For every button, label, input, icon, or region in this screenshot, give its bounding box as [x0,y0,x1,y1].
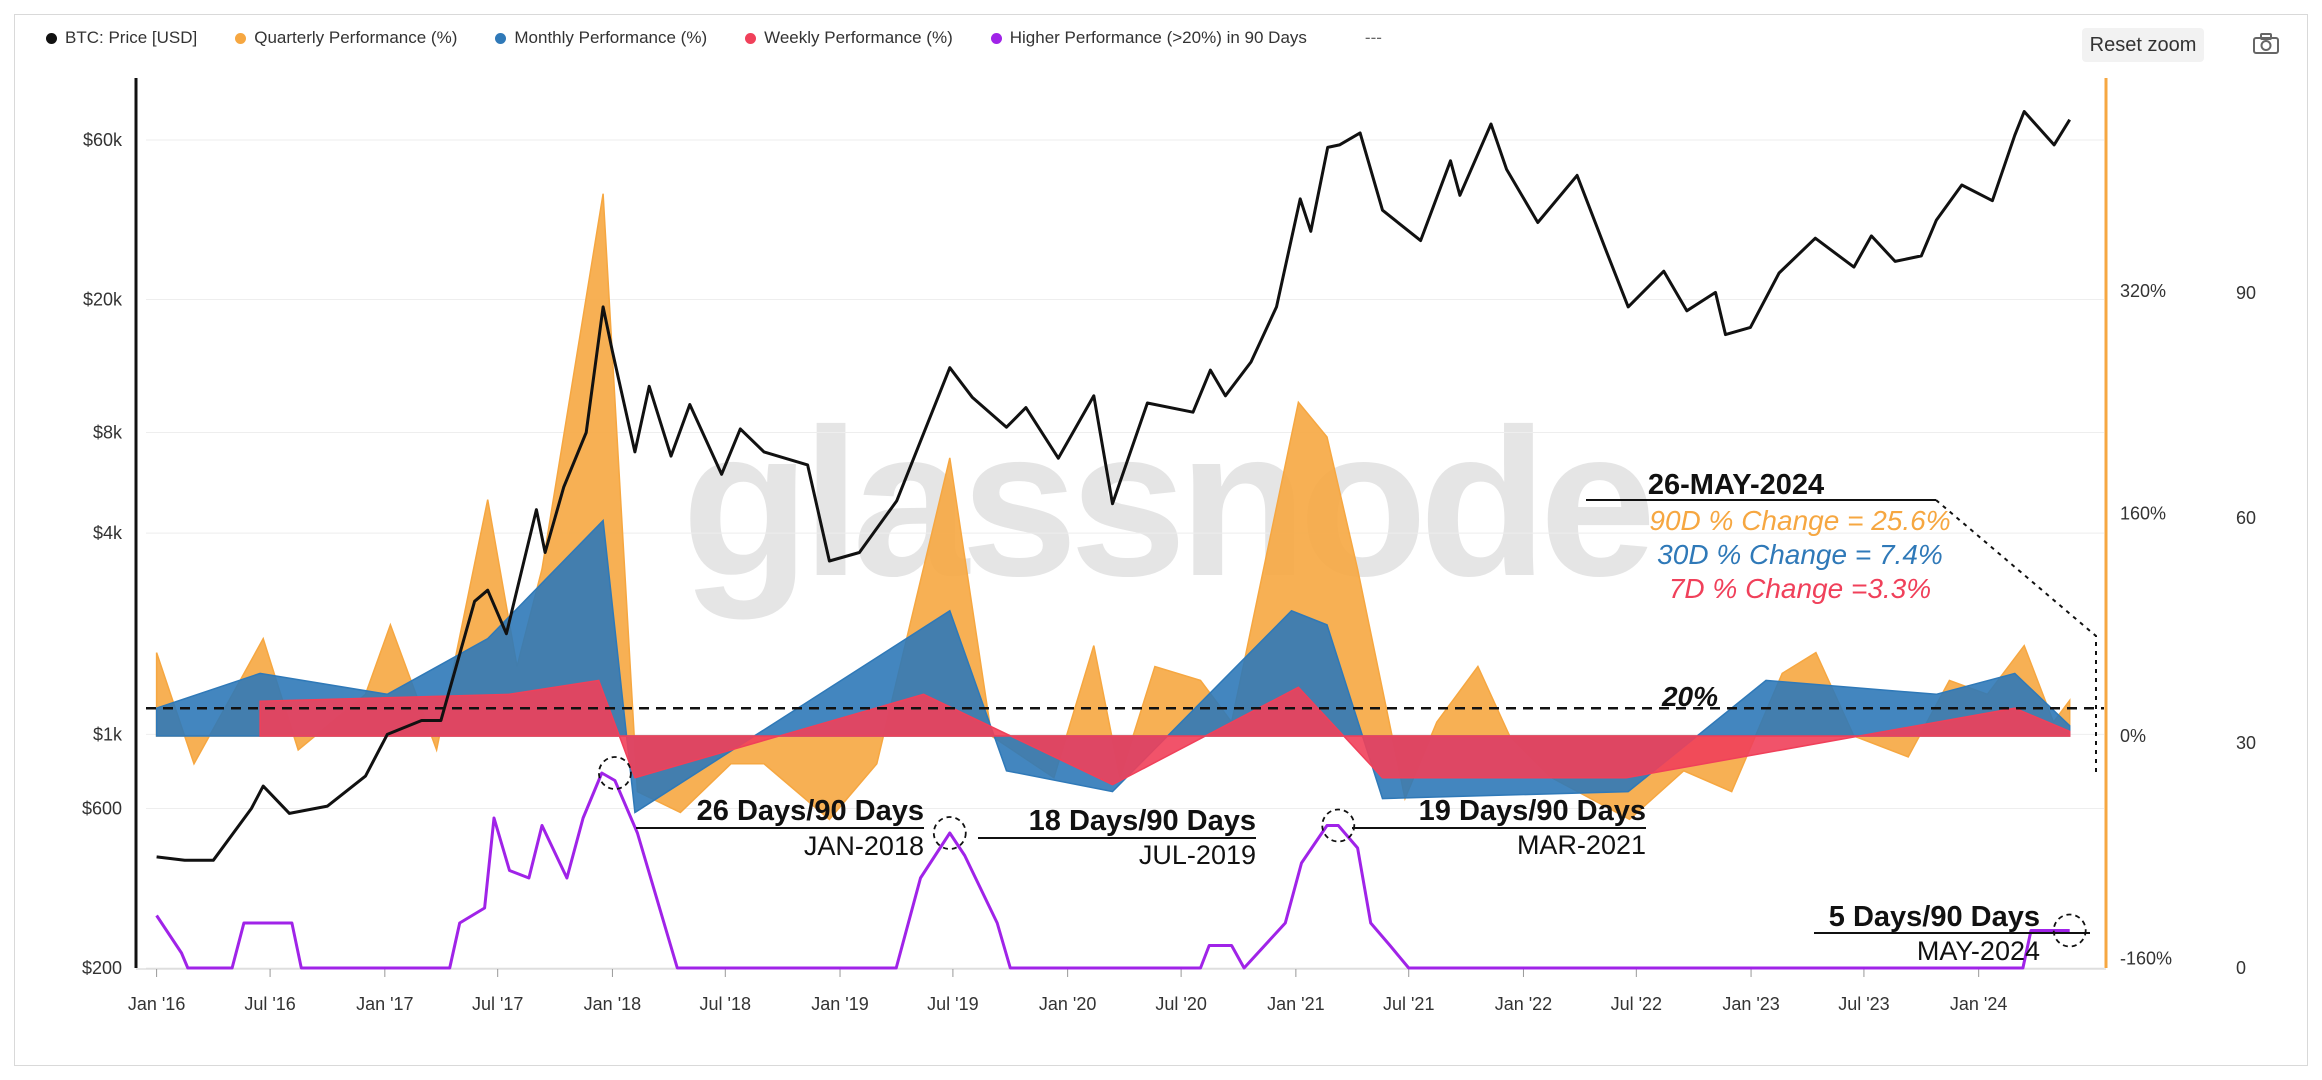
callout-subtitle: JAN-2018 [804,831,924,861]
price-axis-tick-label: $8k [93,422,123,442]
x-axis-tick-label: Jan '19 [811,994,868,1014]
x-axis-tick-label: Jan '17 [356,994,413,1014]
callout-title: 5 Days/90 Days [1829,901,2040,933]
chart-legend: BTC: Price [USD] Quarterly Performance (… [46,26,1382,50]
legend-label-price: BTC: Price [USD] [65,28,198,47]
x-axis-tick-label: Jan '21 [1267,994,1324,1014]
price-axis-tick-label: $600 [82,799,122,819]
pct-axis-tick-label: 0% [2120,726,2146,746]
x-axis-tick-label: Jul '21 [1383,994,1434,1014]
legend-dot-higher-performance [990,32,1002,44]
info-box-line: 7D % Change =3.3% [1669,573,1931,604]
callout-subtitle: JUL-2019 [1139,840,1256,870]
x-axis-tick-label: Jan '20 [1039,994,1096,1014]
legend-label-quarterly: Quarterly Performance (%) [254,28,458,47]
price-axis-tick-label: $60k [83,130,123,150]
info-box-line: 30D % Change = 7.4% [1657,539,1943,570]
legend-item-weekly[interactable]: Weekly Performance (%) [745,28,953,48]
info-box-date: 26-MAY-2024 [1648,469,1824,501]
callout-marker [2052,913,2087,948]
x-axis-tick-label: Jan '18 [584,994,641,1014]
legend-item-higher-performance[interactable]: Higher Performance (>20%) in 90 Days [990,28,1307,48]
series-line-price [156,110,2071,862]
callout-title: 18 Days/90 Days [1029,805,1256,837]
pct-axis-tick-label: 160% [2120,504,2166,524]
callout-subtitle: MAR-2021 [1517,830,1646,860]
legend-dot-price [46,32,57,44]
x-axis-tick-label: Jul '16 [244,994,295,1014]
callout-subtitle: MAY-2024 [1917,936,2040,966]
x-axis-tick-label: Jan '22 [1495,994,1552,1014]
legend-more-label: --- [1364,28,1382,47]
price-axis-tick-label: $20k [83,289,123,309]
camera-icon[interactable] [2252,32,2280,56]
x-axis-tick-label: Jan '16 [128,994,185,1014]
info-box-line: 90D % Change = 25.6% [1649,505,1950,536]
legend-label-higher-performance: Higher Performance (>20%) in 90 Days [1009,28,1307,47]
price-axis-tick-label: $1k [93,724,123,744]
callout-marker [1321,808,1356,843]
callout-title: 19 Days/90 Days [1419,795,1646,827]
chart-frame [14,14,2308,1066]
x-axis-tick-label: Jan '23 [1722,994,1779,1014]
callout-title: 26 Days/90 Days [697,795,924,827]
pct-axis-tick-label: 320% [2120,281,2166,301]
days-axis-tick-label: 0 [2236,958,2246,978]
callout-marker [932,816,967,850]
legend-dot-weekly [745,32,757,44]
series-area-quarterly [155,193,2071,821]
threshold-label: 20% [1661,681,1718,712]
legend-more[interactable]: --- [1345,28,1382,48]
watermark-logo: glassnode [682,385,1650,620]
legend-item-quarterly[interactable]: Quarterly Performance (%) [235,28,457,48]
legend-label-weekly: Weekly Performance (%) [764,28,953,47]
legend-dot-quarterly [235,32,247,44]
x-axis-tick-label: Jul '22 [1611,994,1662,1014]
x-axis-tick-label: Jul '20 [1155,994,1206,1014]
x-axis-tick-label: Jul '19 [927,994,978,1014]
x-axis-tick-label: Jul '17 [472,994,523,1014]
price-axis-tick-label: $4k [93,523,123,543]
reset-zoom-button[interactable]: Reset zoom [2082,28,2204,62]
info-box-leader [1935,499,2097,776]
legend-label-monthly: Monthly Performance (%) [514,28,708,47]
x-axis-tick-label: Jan '24 [1950,994,2007,1014]
legend-item-price[interactable]: BTC: Price [USD] [46,28,197,48]
callout-marker [598,756,632,790]
x-axis-tick-label: Jul '18 [700,994,751,1014]
days-axis-tick-label: 30 [2236,733,2256,753]
pct-axis-tick-label: -160% [2120,949,2172,969]
x-axis-tick-label: Jul '23 [1838,994,1889,1014]
price-axis-tick-label: $200 [82,958,122,978]
days-axis-tick-label: 60 [2236,508,2256,528]
days-axis-tick-label: 90 [2236,283,2256,303]
legend-item-monthly[interactable]: Monthly Performance (%) [495,28,707,48]
series-line-higher-performance [155,771,2070,970]
series-area-weekly [259,679,2071,786]
legend-dot-monthly [495,32,507,44]
